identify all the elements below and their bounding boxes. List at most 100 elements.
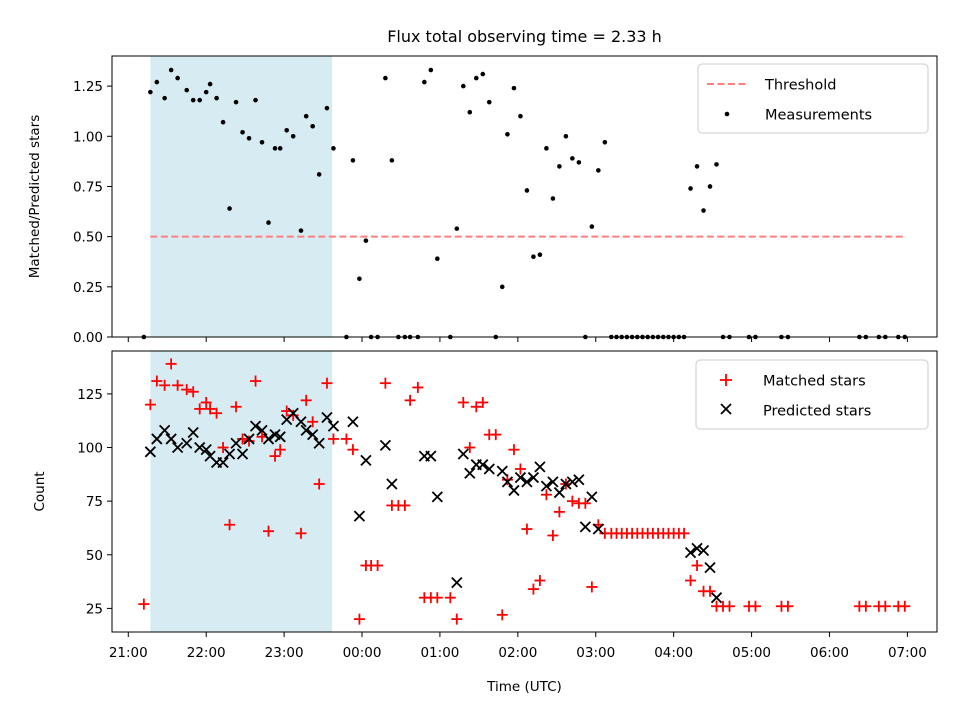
- matched-star-point: [379, 377, 391, 389]
- bottom-panel: 25 50 75 100 125 21:00 22:00 23:00 00:00 01:00 02…: [32, 350, 938, 695]
- matched-star-point: [287, 409, 299, 421]
- measurement-point: [331, 146, 336, 151]
- measurement-point: [714, 162, 719, 167]
- matched-star-point: [144, 399, 156, 411]
- predicted-star-point: [307, 429, 319, 441]
- matched-star-point: [313, 478, 325, 490]
- bottom-x-tick-label: 06:00: [810, 645, 849, 661]
- measurement-point: [467, 109, 473, 115]
- matched-star-point: [372, 560, 384, 572]
- predicted-star-point: [501, 476, 514, 488]
- predicted-star-point: [230, 437, 242, 449]
- bottom-y-axis-label: Count: [32, 471, 48, 511]
- predicted-star-point: [236, 448, 249, 460]
- bottom-x-tick-label: 22:00: [187, 645, 226, 661]
- bottom-x-axis-label: Time (UTC): [486, 679, 562, 695]
- measurement-point: [316, 172, 322, 177]
- predicted-star-point: [144, 446, 156, 458]
- matched-star-point: [274, 444, 286, 456]
- top-y-tick-label: 0.75: [73, 179, 103, 195]
- matched-star-point: [457, 396, 469, 408]
- predicted-star-point: [704, 562, 716, 574]
- measurement-point: [557, 164, 562, 169]
- matched-star-point: [431, 592, 443, 604]
- predicted-star-point: [200, 444, 212, 456]
- measurement-point: [596, 168, 601, 173]
- top-y-tick-label: 1.00: [73, 129, 103, 145]
- matched-star-point: [508, 444, 520, 456]
- matched-star-point: [514, 463, 526, 475]
- predicted-star-point: [353, 510, 366, 522]
- matched-star-point: [204, 403, 216, 415]
- measurement-point: [480, 71, 486, 77]
- measurement-point: [184, 87, 190, 93]
- top-shaded-interval: [150, 56, 333, 337]
- bottom-y-ticks: 25 50 75 100 125: [77, 387, 112, 617]
- measurement-point: [428, 67, 434, 73]
- measurement-point: [544, 146, 549, 151]
- bottom-y-tick-label: 125: [77, 387, 103, 403]
- measurement-point: [563, 133, 569, 139]
- matched-star-point: [782, 600, 794, 612]
- measurement-point: [435, 256, 440, 262]
- bottom-x-tick-label: 02:00: [498, 645, 537, 661]
- matched-star-point: [230, 401, 242, 413]
- measurement-point: [350, 158, 356, 163]
- matched-star-point: [250, 375, 262, 387]
- predicted-star-point: [165, 433, 177, 445]
- predicted-star-point: [274, 431, 286, 443]
- matched-star-point: [704, 585, 716, 597]
- top-y-tick-label: 1.25: [73, 79, 103, 95]
- bottom-y-tick-label: 100: [77, 441, 103, 457]
- measurement-point: [277, 146, 283, 151]
- measurement-point: [694, 164, 700, 169]
- matched-star-point: [451, 613, 463, 625]
- matched-star-point: [211, 407, 223, 419]
- matched-star-point: [200, 396, 212, 408]
- legend-predicted-label: Predicted stars: [763, 404, 871, 420]
- measurement-point: [518, 113, 523, 119]
- measurement-point: [363, 238, 369, 243]
- predicted-star-point: [457, 448, 469, 460]
- measurement-point: [284, 127, 290, 133]
- predicted-star-point: [560, 478, 572, 490]
- predicted-star-point: [710, 592, 723, 604]
- bottom-x-ticks: 21:00 22:00 23:00 00:00 01:00 02:00 03:00 04:00…: [109, 632, 927, 661]
- predicted-star-point: [327, 420, 340, 432]
- matched-star-point: [579, 497, 591, 509]
- predicted-star-point: [521, 476, 533, 488]
- measurement-point: [272, 146, 278, 151]
- measurement-point: [253, 97, 258, 103]
- legend-predicted-swatch: [720, 403, 732, 415]
- measurement-point: [454, 226, 460, 231]
- bottom-x-tick-label: 23:00: [265, 645, 304, 661]
- matched-star-point: [490, 429, 502, 441]
- predicted-star-point: [464, 467, 476, 479]
- predicted-star-point: [586, 491, 598, 503]
- matched-star-point: [243, 435, 255, 447]
- predicted-star-point: [243, 433, 255, 445]
- matched-star-point: [470, 401, 482, 413]
- matched-star-point: [327, 433, 339, 445]
- legend-measurements-label: Measurements: [765, 108, 872, 124]
- matched-star-point: [300, 394, 312, 406]
- matched-star-point: [547, 529, 559, 541]
- matched-star-point: [566, 495, 578, 507]
- predicted-star-point: [527, 471, 540, 484]
- predicted-star-point: [360, 454, 372, 467]
- matched-star-point: [501, 474, 513, 486]
- matched-star-point: [540, 489, 552, 501]
- predicted-star-point: [684, 546, 697, 559]
- bottom-y-tick-label: 50: [86, 548, 103, 564]
- matched-star-point: [444, 592, 456, 604]
- measurement-point: [154, 79, 160, 85]
- bottom-x-tick-label: 01:00: [420, 645, 459, 661]
- predicted-star-point: [514, 471, 527, 484]
- bottom-legend-box: [695, 359, 929, 430]
- matched-star-point: [172, 379, 184, 391]
- predicted-star-point: [321, 411, 333, 424]
- matched-star-point: [151, 375, 163, 387]
- top-y-tick-label: 0.00: [73, 330, 103, 346]
- measurement-point: [701, 208, 706, 213]
